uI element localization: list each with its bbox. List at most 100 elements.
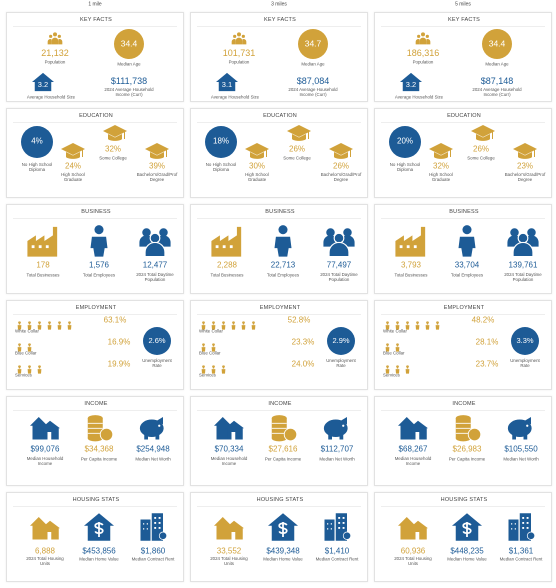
icon-part (328, 433, 332, 440)
icon-part (343, 228, 352, 237)
icon-part (211, 226, 242, 257)
icon-part (283, 427, 298, 442)
icon-part (94, 522, 104, 537)
icon-part (510, 228, 519, 237)
label: Median Home Value (79, 556, 119, 562)
icon-part (222, 322, 224, 325)
icon-part (458, 236, 476, 257)
icon-house (400, 71, 422, 93)
icon-part (329, 143, 353, 159)
icon-part (308, 131, 309, 139)
value: 24% (64, 161, 82, 171)
icon-part (507, 419, 532, 437)
icon-part (416, 322, 418, 325)
icon-part (396, 344, 398, 347)
icon-part (94, 225, 104, 235)
icon-worker (403, 317, 412, 330)
icon-part (513, 143, 537, 155)
icon-part (274, 225, 292, 257)
icon-coins (452, 412, 482, 442)
title-rule (381, 314, 545, 315)
icon-part (41, 420, 60, 440)
label: Bachelor's/Grad/Prof Degree (136, 171, 178, 182)
value: $99,076 (30, 444, 60, 454)
value: 26% (288, 144, 306, 154)
icon-part (149, 232, 161, 244)
panel-title: BUSINESS (449, 208, 479, 215)
title-rule (381, 218, 545, 219)
circle-badge (389, 126, 421, 158)
panel-housing: HOUSING STATS 60,936 2024 Total Housing Un… (374, 492, 552, 582)
label: Blue Collar (199, 350, 221, 356)
icon-worker (25, 317, 34, 330)
icon-part (142, 228, 151, 237)
icon-part (211, 324, 215, 330)
panel-education: EDUCATION 18% No High School Diploma 30% Hig… (190, 108, 368, 198)
value: 4% (31, 136, 43, 146)
icon-part (27, 226, 58, 257)
icon-part (32, 72, 54, 92)
title-rule (13, 218, 177, 219)
icon-houseDollar (268, 512, 298, 542)
value: 77,497 (326, 260, 352, 270)
icon-part (216, 72, 238, 92)
panel-title: BUSINESS (81, 208, 111, 215)
value: $27,616 (268, 444, 298, 454)
icon-part (211, 226, 242, 257)
icon-worker (25, 361, 34, 374)
icon-cap (429, 139, 453, 163)
icon-part (268, 513, 298, 541)
icon-part (231, 532, 236, 540)
label: Total Businesses (26, 272, 60, 278)
icon-part (143, 517, 161, 530)
label: Some College (283, 155, 311, 161)
icon-part (476, 134, 490, 141)
icon-part (405, 324, 409, 330)
panel-key-facts: KEY FACTS 101,731 Population 34.7 Median Age… (190, 12, 368, 102)
panel-housing: HOUSING STATS 6,888 2024 Total Housing Uni… (6, 492, 184, 582)
value: $87,148 (480, 76, 514, 87)
icon-part (518, 152, 532, 159)
title-rule (13, 506, 177, 507)
icon-part (201, 324, 205, 330)
icon-part (211, 364, 215, 367)
icon-part (17, 324, 21, 330)
value: $439,348 (266, 546, 300, 556)
icon-part (385, 364, 389, 374)
value: $68,267 (398, 444, 428, 454)
value: 2.6% (148, 335, 166, 345)
value: 6,888 (34, 546, 56, 556)
icon-part (211, 346, 215, 352)
icon-buildings (322, 512, 352, 542)
title-rule (13, 26, 177, 27)
label: Median Contract Rent (315, 556, 359, 562)
icon-worker (25, 339, 34, 352)
icon-part (507, 417, 532, 440)
label: Median Household Income (210, 455, 248, 466)
icon-part (425, 320, 429, 330)
icon-part (214, 417, 244, 440)
icon-part (434, 152, 448, 159)
icon-worker (55, 317, 64, 330)
label: Per Capita Income (448, 456, 486, 462)
icon-part (17, 342, 21, 345)
value: 39% (148, 161, 166, 171)
icon-part (201, 320, 205, 330)
icon-part (211, 342, 215, 352)
value: 33,552 (216, 546, 242, 556)
icon-cap (329, 139, 353, 163)
icon-part (17, 364, 21, 367)
panel-business: BUSINESS 3,793 Total Businesses 33,704 Total… (374, 204, 552, 294)
icon-part (327, 517, 345, 530)
icon-coins (84, 412, 114, 442)
circle-badge (298, 29, 328, 59)
icon-worker (15, 361, 24, 374)
icon-part (508, 519, 519, 541)
panel-employment: EMPLOYMENT 48.2% White Collar 28.1% Blue Col… (374, 300, 552, 390)
label: Per Capita Income (80, 456, 118, 462)
value: 18% (212, 136, 230, 146)
panel-employment: EMPLOYMENT 52.8% White Collar 23.3% Blue Col… (190, 300, 368, 390)
icon-worker (383, 317, 392, 330)
icon-cap (245, 139, 269, 163)
